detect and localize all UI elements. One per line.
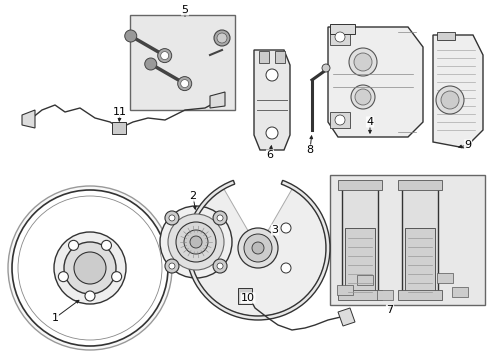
- Bar: [356, 275, 372, 285]
- Polygon shape: [327, 27, 422, 137]
- Wedge shape: [190, 189, 325, 316]
- Bar: [336, 285, 352, 295]
- Text: 5: 5: [181, 5, 188, 15]
- Polygon shape: [253, 50, 289, 150]
- Circle shape: [213, 211, 226, 225]
- Bar: [329, 112, 349, 128]
- Circle shape: [168, 214, 224, 270]
- Circle shape: [334, 32, 345, 42]
- Bar: [404, 228, 434, 293]
- Circle shape: [8, 186, 172, 350]
- Polygon shape: [209, 92, 224, 108]
- Bar: [130, 15, 235, 110]
- Circle shape: [251, 242, 264, 254]
- Circle shape: [281, 223, 290, 233]
- Polygon shape: [337, 308, 354, 326]
- Circle shape: [111, 272, 122, 282]
- Text: 11: 11: [113, 107, 127, 117]
- Bar: [436, 32, 454, 40]
- Bar: [436, 273, 452, 283]
- Circle shape: [440, 91, 458, 109]
- Bar: [259, 51, 268, 63]
- Bar: [376, 290, 392, 300]
- Polygon shape: [432, 35, 482, 148]
- Circle shape: [169, 215, 175, 221]
- Circle shape: [64, 242, 116, 294]
- Bar: [401, 183, 437, 293]
- Circle shape: [238, 228, 278, 268]
- Circle shape: [169, 263, 175, 269]
- Text: 4: 4: [366, 117, 373, 127]
- Circle shape: [217, 33, 226, 43]
- Circle shape: [435, 86, 463, 114]
- Circle shape: [164, 211, 179, 225]
- Circle shape: [190, 236, 202, 248]
- Circle shape: [265, 69, 278, 81]
- Polygon shape: [22, 110, 35, 128]
- Circle shape: [68, 240, 79, 250]
- Text: 7: 7: [386, 305, 393, 315]
- Circle shape: [144, 58, 157, 70]
- Circle shape: [350, 85, 374, 109]
- Circle shape: [244, 234, 271, 262]
- Text: 1: 1: [51, 313, 59, 323]
- Bar: [329, 24, 354, 34]
- Bar: [337, 290, 381, 300]
- Bar: [112, 122, 126, 134]
- Circle shape: [85, 291, 95, 301]
- Bar: [274, 51, 285, 63]
- Circle shape: [12, 190, 168, 346]
- Text: 6: 6: [266, 150, 273, 160]
- Circle shape: [214, 30, 229, 46]
- Circle shape: [217, 215, 223, 221]
- Circle shape: [281, 263, 290, 273]
- Circle shape: [160, 206, 231, 278]
- Text: 8: 8: [306, 145, 313, 155]
- Circle shape: [157, 49, 171, 63]
- Circle shape: [348, 48, 376, 76]
- Text: 3: 3: [271, 225, 278, 235]
- Text: 9: 9: [464, 140, 470, 150]
- Circle shape: [217, 263, 223, 269]
- Circle shape: [353, 53, 371, 71]
- Circle shape: [161, 51, 168, 60]
- Bar: [397, 180, 441, 190]
- Bar: [329, 175, 484, 305]
- Circle shape: [181, 80, 188, 87]
- Circle shape: [58, 272, 68, 282]
- Bar: [397, 290, 441, 300]
- Bar: [341, 183, 377, 293]
- Circle shape: [334, 115, 345, 125]
- Circle shape: [101, 240, 111, 250]
- Circle shape: [265, 127, 278, 139]
- Circle shape: [54, 232, 126, 304]
- Circle shape: [176, 222, 216, 262]
- Wedge shape: [185, 180, 329, 320]
- Circle shape: [213, 259, 226, 273]
- Circle shape: [74, 252, 106, 284]
- Circle shape: [124, 30, 137, 42]
- Circle shape: [354, 89, 370, 105]
- Text: 2: 2: [189, 191, 196, 201]
- Circle shape: [177, 77, 191, 91]
- Bar: [329, 29, 349, 45]
- Circle shape: [321, 64, 329, 72]
- Bar: [337, 180, 381, 190]
- Circle shape: [164, 259, 179, 273]
- Bar: [238, 288, 251, 304]
- Circle shape: [183, 230, 207, 254]
- Bar: [451, 287, 467, 297]
- Text: 10: 10: [241, 293, 254, 303]
- Bar: [345, 228, 374, 293]
